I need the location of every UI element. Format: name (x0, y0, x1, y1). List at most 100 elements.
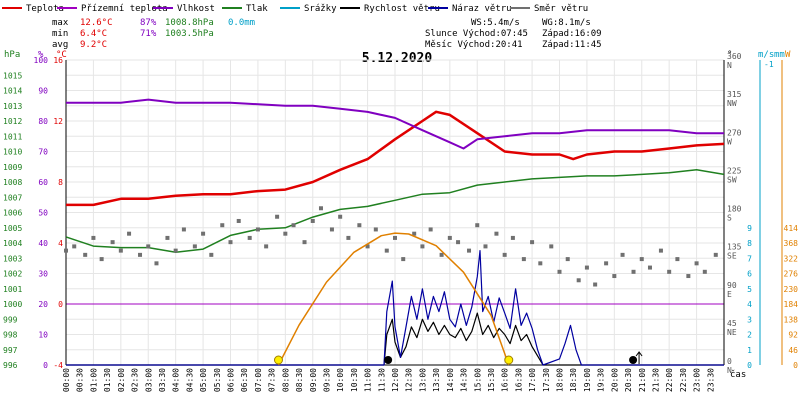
wind-dir-point-66 (667, 269, 672, 274)
tick-w-276: 276 (784, 270, 799, 279)
x-tick-13: 06:30 (240, 368, 249, 392)
x-tick-22: 11:00 (364, 368, 373, 392)
wind-dir-point-28 (318, 206, 323, 211)
wind-dir-point-2 (83, 252, 88, 257)
wind-dir-point-58 (593, 282, 598, 287)
wind-dir-point-21 (255, 227, 260, 232)
tick-w-92: 92 (788, 331, 798, 340)
wind-dir-point-8 (138, 252, 143, 257)
moonrise-arrow-head (635, 351, 643, 357)
tick-hpa-1005: 1005 (3, 224, 22, 233)
tick-hpa-1012: 1012 (3, 117, 22, 126)
tick-hpa-1007: 1007 (3, 193, 22, 202)
wind-dir-point-26 (302, 240, 307, 245)
wind-dir-point-51 (530, 240, 535, 245)
sunset-marker (504, 355, 514, 365)
tick-hpa-1013: 1013 (3, 102, 22, 111)
wind-dir-point-42 (447, 235, 452, 240)
stats-avg-temp: 9.2°C (80, 40, 107, 50)
tick-ms-9: 9 (747, 224, 752, 233)
info-mesic-zapad: Západ:11:45 (542, 40, 602, 50)
x-tick-3: 01:30 (103, 368, 112, 392)
stats-max-hum: 87% (140, 18, 157, 28)
wind-dir-point-18 (228, 240, 233, 245)
x-axis-ticks: 00:00 00:30 01:00 01:30 02:00 02:30 03:00 03:30… (62, 368, 715, 392)
sunrise-marker (273, 355, 283, 365)
info-wg: WG:8.1m/s (542, 18, 591, 28)
wind-dir-point-0 (64, 248, 68, 253)
tick-ms-4: 4 (747, 300, 752, 309)
tick-w-368: 368 (784, 239, 799, 248)
tick-hpa-1011: 1011 (3, 132, 22, 141)
x-tick-43: 21:30 (651, 368, 660, 392)
legend-label-2: Vlhkost (177, 4, 215, 14)
wind-dir-point-49 (510, 235, 515, 240)
tick-dir-6: W (727, 137, 732, 146)
wind-dir-point-5 (110, 240, 115, 245)
x-tick-20: 10:00 (336, 368, 345, 392)
tick-temp-12: 12 (53, 117, 63, 126)
x-tick-5: 02:30 (131, 368, 140, 392)
tick-hpa-1009: 1009 (3, 163, 22, 172)
wind-dir-point-10 (154, 261, 159, 266)
wind-dir-point-36 (393, 235, 397, 240)
info-slunce: Slunce Východ:07:45 (425, 29, 528, 39)
tick-hpa-999: 999 (3, 315, 18, 324)
tick-pct-0: 0 (43, 361, 48, 370)
tick-hpa-1003: 1003 (3, 254, 22, 263)
x-tick-0: 00:00 (62, 368, 71, 392)
wind-dir-point-16 (209, 252, 214, 257)
wind-dir-point-46 (483, 244, 488, 249)
wind-dir-point-41 (439, 252, 444, 257)
wind-dir-point-43 (456, 240, 461, 245)
wind-dir-point-30 (338, 214, 343, 219)
wind-dir-point-61 (620, 252, 625, 257)
wind-dir-point-27 (310, 218, 315, 223)
tick-pct-50: 50 (38, 209, 48, 218)
wind-dir-point-63 (639, 257, 644, 262)
wind-dir-point-48 (502, 252, 507, 257)
unit-hpa: hPa (4, 50, 20, 60)
x-tick-45: 22:30 (679, 368, 688, 392)
markers (273, 351, 643, 365)
tick-hpa-1001: 1001 (3, 285, 22, 294)
tick-temp-16: 16 (53, 56, 63, 65)
tick-hpa-1000: 1000 (3, 300, 22, 309)
x-tick-24: 12:00 (391, 368, 400, 392)
moonrise-marker (629, 356, 638, 364)
x-tick-33: 16:30 (514, 368, 523, 392)
tick-dir-8: N (727, 61, 732, 70)
wind-dir-point-53 (549, 244, 554, 249)
info-ws: WS:5.4m/s (471, 18, 520, 28)
wind-dir-point-13 (181, 227, 186, 232)
wind-dir-point-7 (127, 231, 132, 236)
tick-hpa-996: 996 (3, 361, 18, 370)
x-tick-36: 18:00 (556, 368, 565, 392)
chart-title: 5.12.2020 (362, 51, 433, 66)
wind-dir-point-4 (99, 257, 104, 262)
x-tick-41: 20:30 (624, 368, 633, 392)
tick-dir-5: SW (727, 175, 737, 184)
wind-dir-point-22 (264, 244, 269, 249)
wind-dir-point-60 (612, 274, 617, 279)
wind-dir-point-64 (647, 265, 652, 270)
wind-dir-point-68 (686, 274, 691, 279)
tick-w-322: 322 (784, 254, 799, 263)
x-tick-28: 14:00 (446, 368, 455, 392)
wind-dir-point-71 (713, 252, 718, 257)
wind-dir-point-70 (702, 269, 707, 274)
stats-min-label: min (52, 29, 68, 39)
tick-pct-10: 10 (38, 331, 48, 340)
tick-hpa-1015: 1015 (3, 71, 22, 80)
x-tick-16: 08:00 (281, 368, 290, 392)
x-tick-39: 19:30 (597, 368, 606, 392)
x-tick-35: 17:30 (542, 368, 551, 392)
wind-dir-point-40 (428, 227, 433, 232)
x-tick-6: 03:00 (144, 368, 153, 392)
x-tick-29: 14:30 (460, 368, 469, 392)
wind-dir-point-6 (118, 248, 123, 253)
wind-dir-point-54 (557, 269, 562, 274)
tick-dir-4: S (727, 214, 732, 223)
wind-dir-point-25 (291, 223, 296, 228)
